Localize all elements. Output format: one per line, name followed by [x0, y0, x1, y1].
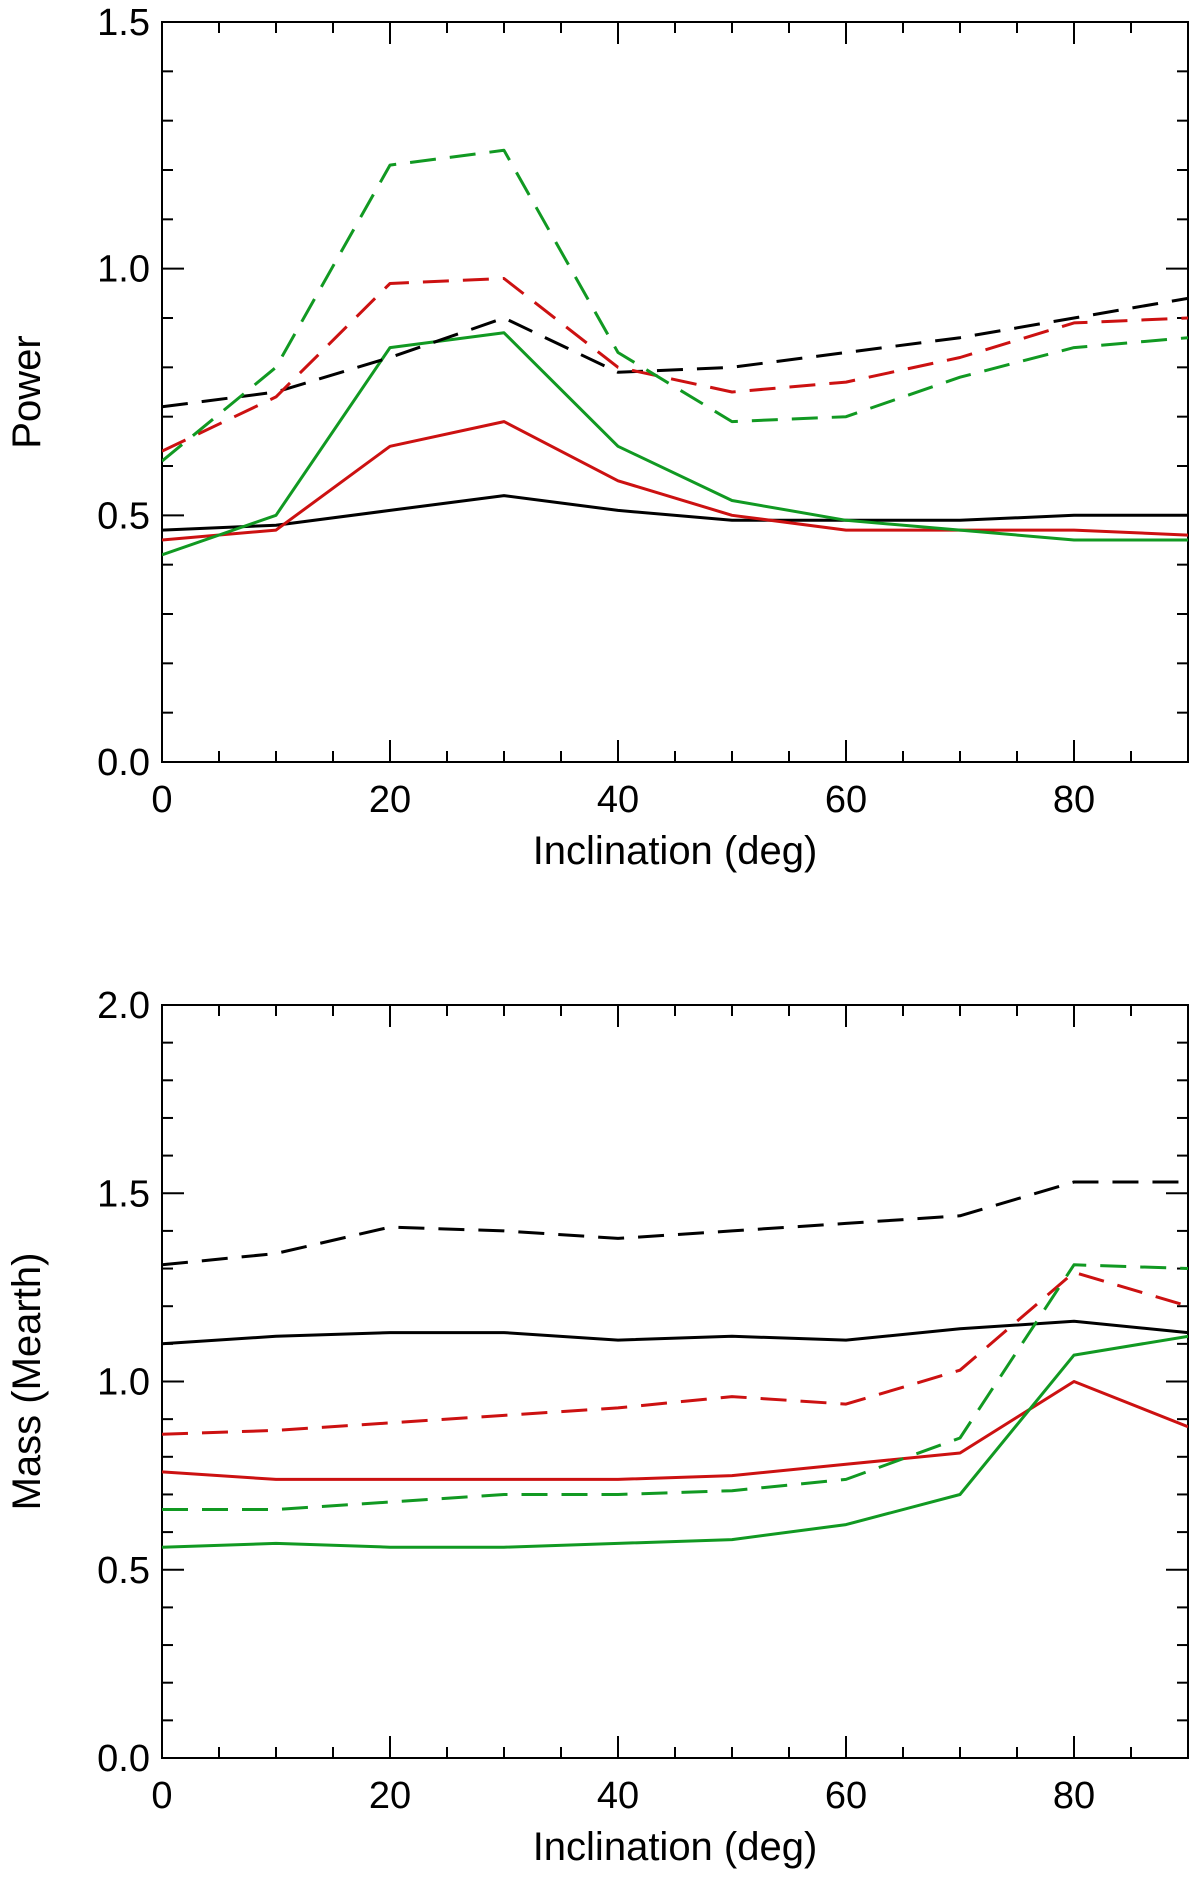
y-axis-label: Power — [5, 335, 49, 448]
series-line-black-dashed — [162, 1180, 1188, 1267]
series-line-green-solid — [162, 331, 1188, 557]
y-tick-label: 1.0 — [97, 249, 150, 291]
series-group — [162, 1180, 1188, 1549]
y-axis-label: Mass (Mearth) — [5, 1253, 49, 1511]
series-line-red-solid — [162, 1380, 1188, 1481]
y-tick-label: 0.0 — [97, 742, 150, 784]
series-line-red-solid — [162, 420, 1188, 542]
power-chart: 0 20 40 60 80 0.0 0.5 1.0 1.5 Inclination (deg) Po… — [5, 2, 1189, 873]
x-tick-label: 20 — [369, 1775, 411, 1817]
series-line-red-dashed — [162, 1270, 1188, 1436]
series-line-black-solid — [162, 1319, 1188, 1346]
y-tick-label: 1.5 — [97, 2, 150, 44]
y-tick-label: 1.0 — [97, 1362, 150, 1404]
series-group — [162, 148, 1188, 557]
x-tick-label: 80 — [1053, 1775, 1095, 1817]
mass-chart: 0 20 40 60 80 0.0 0.5 1.0 1.5 2.0 Inclination (deg… — [5, 985, 1189, 1869]
y-tick-label: 0.0 — [97, 1738, 150, 1780]
y-tick-label: 0.5 — [97, 495, 150, 537]
x-tick-label: 80 — [1053, 779, 1095, 821]
series-line-black-solid — [162, 494, 1188, 532]
x-tick-label: 60 — [825, 1775, 867, 1817]
plot-frame — [161, 1004, 1189, 1759]
plot-frame — [161, 21, 1189, 763]
series-line-green-dashed — [162, 1263, 1188, 1511]
y-tick-label: 2.0 — [97, 985, 150, 1027]
series-line-green-dashed — [162, 148, 1188, 463]
x-tick-label: 0 — [151, 779, 172, 821]
x-tick-label: 40 — [597, 779, 639, 821]
y-tick-label: 0.5 — [97, 1550, 150, 1592]
x-axis-label: Inclination (deg) — [533, 1825, 818, 1869]
series-line-green-solid — [162, 1334, 1188, 1549]
series-line-red-dashed — [162, 277, 1188, 453]
x-tick-label: 20 — [369, 779, 411, 821]
x-tick-label: 60 — [825, 779, 867, 821]
y-tick-label: 1.5 — [97, 1173, 150, 1215]
x-tick-label: 40 — [597, 1775, 639, 1817]
series-line-black-dashed — [162, 296, 1188, 409]
x-tick-label: 0 — [151, 1775, 172, 1817]
x-axis-label: Inclination (deg) — [533, 829, 818, 873]
